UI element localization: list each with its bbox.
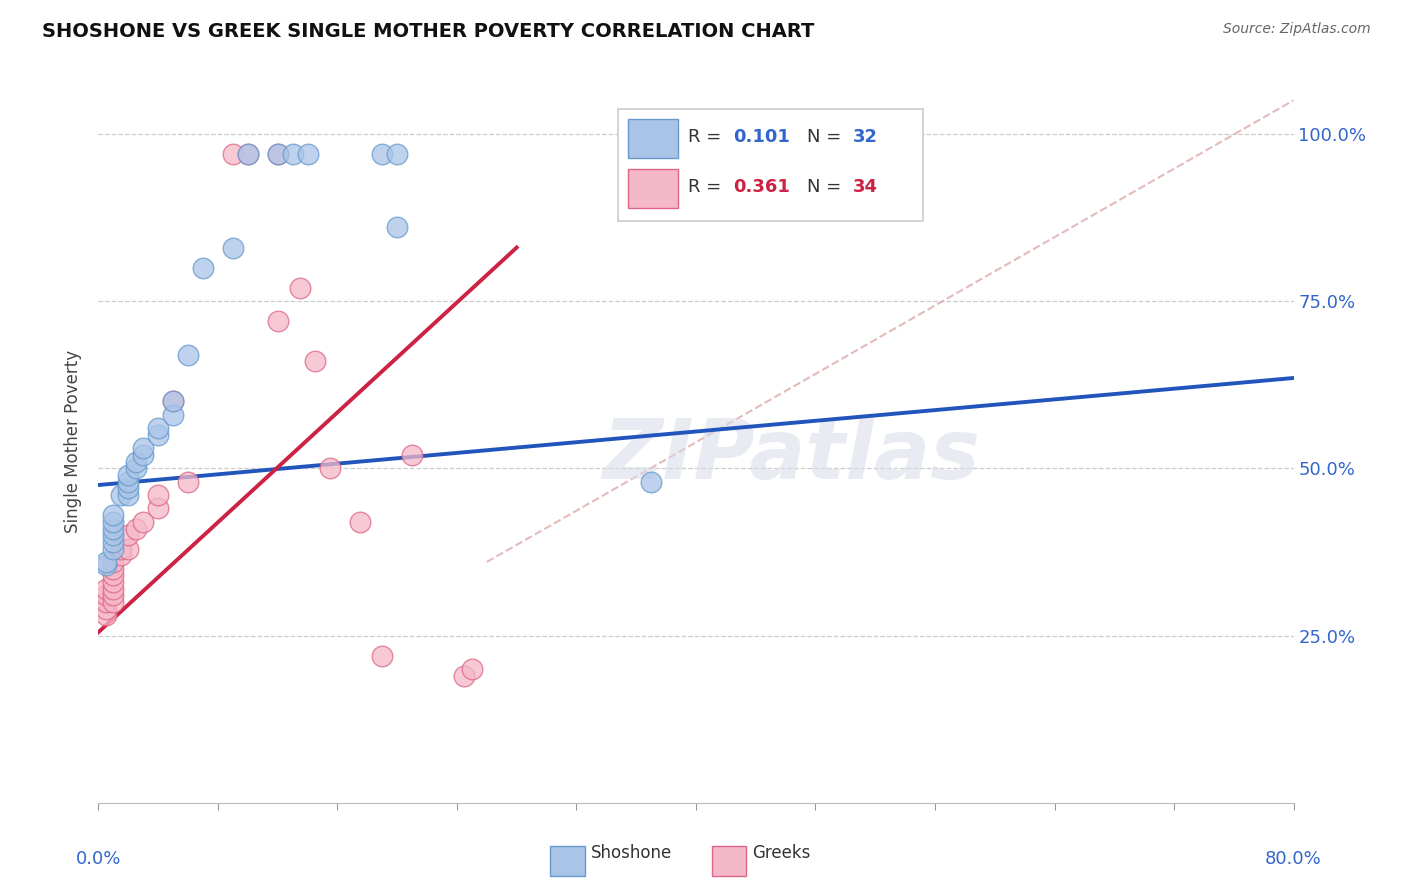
Point [94, 602, 117, 616]
Text: 34: 34 [852, 178, 877, 196]
Point [453, 669, 475, 683]
Text: Greeks: Greeks [752, 845, 810, 863]
Y-axis label: Single Mother Poverty: Single Mother Poverty [65, 350, 83, 533]
Point [103, 528, 125, 542]
Point [267, 314, 290, 328]
Text: 0.361: 0.361 [733, 178, 790, 196]
Point [236, 147, 259, 161]
FancyBboxPatch shape [619, 109, 922, 221]
Point [103, 508, 125, 523]
Point [148, 488, 170, 502]
Point [304, 354, 326, 368]
Point [236, 147, 259, 161]
Point [103, 534, 125, 549]
Point [94, 555, 117, 569]
Point [94, 608, 117, 623]
Point [103, 521, 125, 535]
Point [401, 448, 423, 462]
Text: 80.0%: 80.0% [1265, 850, 1322, 868]
Point [385, 220, 409, 235]
Point [319, 461, 342, 475]
Point [117, 541, 139, 556]
Point [148, 427, 170, 442]
Point [385, 147, 409, 161]
Point [148, 501, 170, 516]
Point [117, 488, 139, 502]
Text: 32: 32 [852, 128, 877, 145]
Point [281, 147, 304, 161]
Point [132, 448, 155, 462]
Point [371, 147, 394, 161]
Point [117, 482, 139, 496]
Point [162, 394, 184, 409]
Point [94, 558, 117, 573]
Point [461, 662, 484, 676]
Point [94, 595, 117, 609]
Point [103, 555, 125, 569]
Text: N =: N = [807, 128, 846, 145]
Point [117, 528, 139, 542]
Text: R =: R = [688, 178, 727, 196]
Point [103, 595, 125, 609]
Point [371, 648, 394, 663]
Point [222, 241, 245, 255]
Text: Shoshone: Shoshone [591, 845, 672, 863]
Point [94, 582, 117, 596]
Point [110, 548, 132, 563]
Text: 0.101: 0.101 [733, 128, 790, 145]
Point [162, 394, 184, 409]
Point [103, 575, 125, 590]
Point [267, 147, 290, 161]
Text: N =: N = [807, 178, 846, 196]
FancyBboxPatch shape [628, 119, 678, 158]
Text: 0.0%: 0.0% [76, 850, 121, 868]
Text: SHOSHONE VS GREEK SINGLE MOTHER POVERTY CORRELATION CHART: SHOSHONE VS GREEK SINGLE MOTHER POVERTY … [42, 22, 814, 41]
Point [125, 521, 148, 535]
Point [117, 475, 139, 489]
Point [94, 589, 117, 603]
Point [640, 475, 662, 489]
Point [177, 475, 200, 489]
Point [349, 515, 371, 529]
Point [125, 455, 148, 469]
Text: R =: R = [688, 128, 727, 145]
Point [267, 147, 290, 161]
FancyBboxPatch shape [550, 847, 585, 877]
Point [125, 461, 148, 475]
Point [191, 260, 214, 275]
Point [132, 442, 155, 455]
Point [103, 568, 125, 582]
Point [162, 408, 184, 422]
Point [177, 348, 200, 362]
Point [288, 281, 311, 295]
Point [117, 467, 139, 482]
Text: ZIPatlas: ZIPatlas [603, 416, 980, 497]
FancyBboxPatch shape [628, 169, 678, 208]
Point [222, 147, 245, 161]
FancyBboxPatch shape [711, 847, 747, 877]
Point [103, 589, 125, 603]
Point [103, 515, 125, 529]
Point [110, 541, 132, 556]
Point [103, 582, 125, 596]
Text: Source: ZipAtlas.com: Source: ZipAtlas.com [1223, 22, 1371, 37]
Point [110, 488, 132, 502]
Point [103, 562, 125, 576]
Point [148, 421, 170, 435]
Point [132, 515, 155, 529]
Point [297, 147, 319, 161]
Point [103, 541, 125, 556]
